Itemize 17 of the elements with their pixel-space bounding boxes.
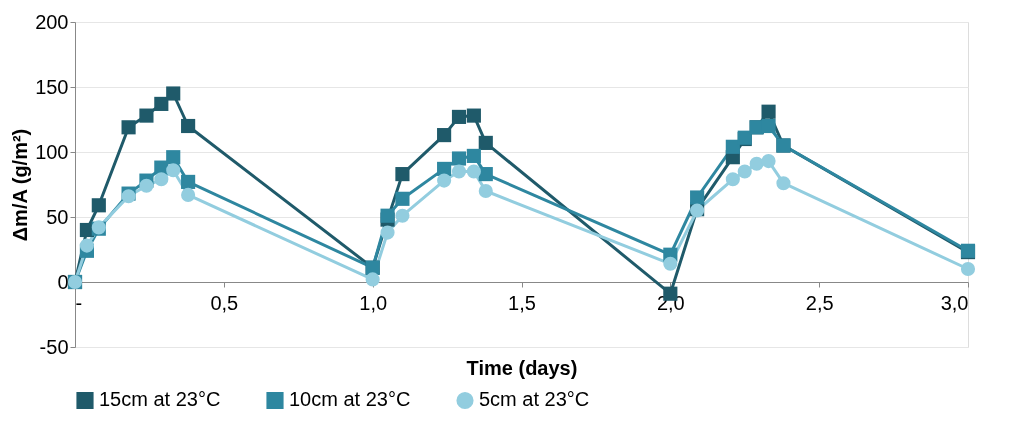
- y-tick-label: 50: [46, 205, 69, 228]
- x-tick-label: 0,5: [210, 291, 239, 314]
- x-tick-label: -: [75, 291, 83, 314]
- y-tick-label: 100: [35, 140, 69, 163]
- legend-label: 15cm at 23°C: [99, 388, 221, 411]
- legend-label: 5cm at 23°C: [479, 388, 590, 411]
- y-tick-label: 0: [57, 270, 69, 293]
- y-tick-label: -50: [39, 335, 69, 358]
- y-tick-label: 150: [35, 75, 69, 98]
- x-axis-title: Time (days): [466, 356, 578, 379]
- x-tick-label: 1,0: [359, 291, 388, 314]
- legend-label: 10cm at 23°C: [289, 388, 411, 411]
- y-axis-title: Δm/A (g/m²): [9, 128, 32, 242]
- x-tick-label: 3,0: [940, 291, 969, 314]
- y-tick-label: 200: [35, 10, 69, 33]
- x-tick-label: 2,5: [805, 291, 834, 314]
- x-tick-label: 1,5: [508, 291, 536, 314]
